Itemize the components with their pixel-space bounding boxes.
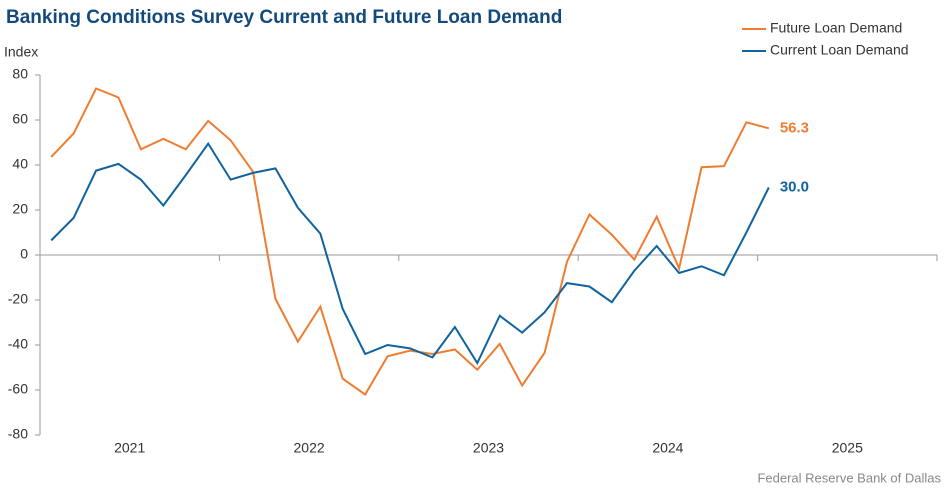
- series-line: [50, 87, 770, 396]
- y-tick-label: -60: [8, 381, 28, 397]
- source: Federal Reserve Bank of Dallas: [757, 470, 941, 485]
- end-label: 30.0: [780, 178, 809, 195]
- y-axis-label: Index: [4, 44, 38, 60]
- x-tick-label: 2022: [294, 440, 325, 456]
- y-tick-label: 0: [20, 246, 28, 262]
- series-line: [50, 141, 770, 366]
- chart-title: Banking Conditions Survey Current and Fu…: [6, 7, 562, 28]
- x-tick-label: 2021: [114, 440, 145, 456]
- y-tick-label: 80: [12, 66, 28, 82]
- x-tick-label: 2025: [832, 440, 863, 456]
- end-label: 56.3: [780, 119, 809, 136]
- x-tick-label: 2024: [652, 440, 683, 456]
- y-tick-label: 60: [12, 111, 28, 127]
- y-tick-label: 40: [12, 156, 28, 172]
- legend-label: Current Loan Demand: [770, 42, 909, 58]
- y-tick-label: -40: [8, 336, 28, 352]
- legend-label: Future Loan Demand: [770, 20, 902, 36]
- x-tick-label: 2023: [473, 440, 504, 456]
- y-tick-label: 20: [12, 201, 28, 217]
- y-tick-label: -20: [8, 291, 28, 307]
- y-tick-label: -80: [8, 426, 28, 442]
